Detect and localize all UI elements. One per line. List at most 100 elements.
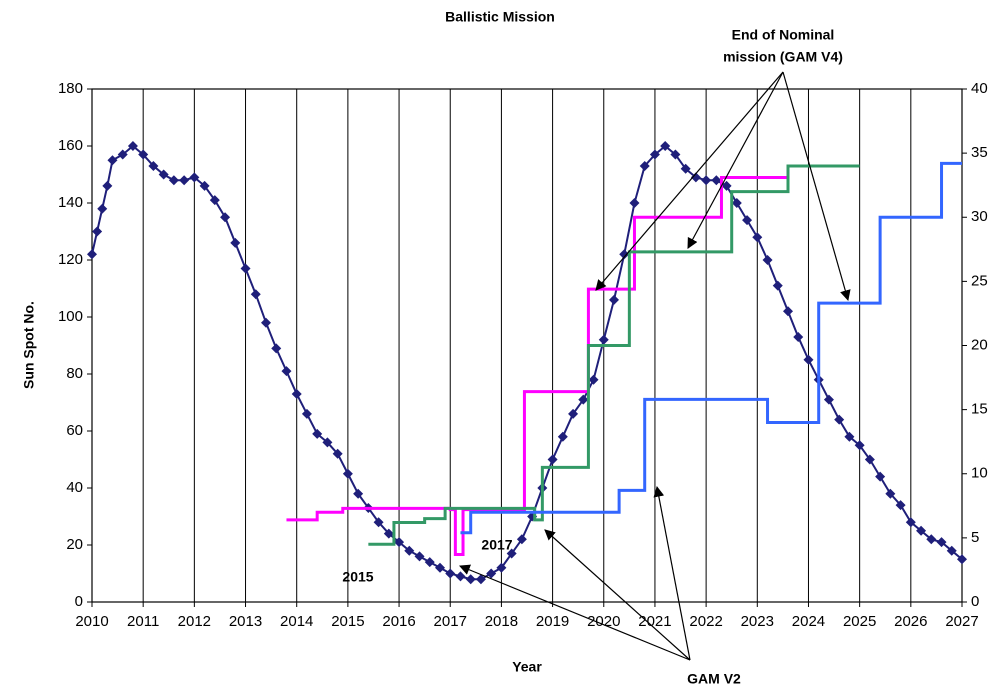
sunspot-marker (102, 180, 113, 191)
sunspot-marker (834, 414, 845, 425)
sunspot-marker (383, 528, 394, 539)
sunspot-marker (250, 289, 261, 300)
sunspot-marker (291, 388, 302, 399)
sunspot-marker (138, 149, 149, 160)
sunspot-marker (864, 454, 875, 465)
x-tick-label: 2021 (638, 613, 671, 630)
sunspot-marker (936, 537, 947, 548)
sunspot-marker (475, 574, 486, 585)
sunspot-marker (424, 557, 435, 568)
y-tick-label: 160 (58, 137, 83, 154)
sunspot-marker (598, 334, 609, 345)
x-tick-label: 2027 (945, 613, 978, 630)
x-tick-label: 2012 (178, 613, 211, 630)
x-tick-label: 2025 (843, 613, 876, 630)
y2-tick-label: 10 (971, 465, 988, 482)
sunspot-marker (854, 440, 865, 451)
x-tick-label: 2016 (382, 613, 415, 630)
sunspot-marker (588, 374, 599, 385)
x-tick-label: 2017 (434, 613, 467, 630)
sunspot-marker (619, 249, 630, 260)
sunspot-marker (148, 160, 159, 171)
sunspot-marker (435, 562, 445, 573)
y-tick-label: 0 (75, 593, 83, 610)
sunspot-marker (629, 198, 640, 208)
y2-tick-label: 25 (971, 272, 988, 289)
x-axis-label: Year (512, 659, 542, 675)
sunspot-marker (895, 500, 906, 511)
sunspot-marker (731, 198, 742, 208)
sunspot-marker (946, 545, 957, 556)
sunspot-marker (301, 408, 312, 419)
sunspot-marker (926, 534, 937, 545)
sunspot-marker (189, 172, 200, 183)
sunspot-marker (711, 175, 722, 186)
sunspot-marker (875, 471, 886, 482)
step-line (368, 164, 860, 546)
x-tick-label: 2015 (331, 613, 364, 630)
sunspot-marker (455, 571, 466, 582)
sunspot-marker (957, 554, 967, 565)
y-tick-label: 20 (66, 536, 83, 553)
y2-tick-label: 35 (971, 144, 988, 161)
sunspot-marker (87, 249, 97, 260)
sunspot-marker (97, 203, 108, 214)
sunspot-marker (670, 149, 681, 160)
sunspot-marker (742, 215, 753, 226)
x-tick-label: 2011 (127, 613, 159, 630)
sunspot-marker (783, 306, 793, 317)
sunspot-marker (179, 175, 190, 186)
y2-tick-label: 40 (971, 80, 988, 97)
y2-tick-label: 30 (971, 208, 988, 225)
y2-tick-label: 0 (971, 593, 979, 610)
sunspot-marker (844, 431, 855, 442)
y2-tick-label: 5 (971, 529, 979, 546)
sunspot-marker (701, 175, 712, 186)
sunspot-marker (404, 545, 415, 556)
arrows (459, 71, 851, 661)
x-tick-label: 2020 (587, 613, 620, 630)
sunspot-marker (486, 568, 497, 579)
sunspot-marker (916, 525, 927, 536)
sunspot-marker (680, 163, 691, 174)
y-tick-label: 60 (66, 422, 83, 439)
sunspot-marker (92, 226, 103, 237)
annotation: GAM V2 (687, 671, 741, 687)
sunspot-marker (772, 280, 783, 291)
sunspot-marker (752, 232, 763, 243)
sunspot-marker (322, 437, 333, 448)
y-tick-label: 40 (66, 479, 83, 496)
sunspot-marker (639, 160, 650, 171)
sunspot-marker (342, 468, 353, 479)
sunspot-marker (568, 408, 579, 419)
x-tick-label: 2014 (280, 613, 313, 630)
sunspot-marker (240, 263, 251, 274)
sunspot-marker (516, 534, 527, 545)
sunspot-marker (394, 537, 405, 548)
sunspot-marker (793, 331, 804, 342)
sunspot-marker (271, 343, 282, 354)
sunspot-marker (199, 180, 210, 191)
y2-tick-label: 20 (971, 336, 988, 353)
sunspot-line (91, 144, 963, 581)
sunspot-marker (690, 172, 701, 183)
step-line (460, 161, 962, 535)
sunspot-marker (506, 548, 517, 559)
annotation: End of Nominal (732, 27, 835, 43)
sunspot-marker (578, 394, 589, 405)
sunspot-marker (823, 394, 834, 405)
plot-area (91, 88, 963, 603)
sunspot-marker (312, 428, 323, 439)
y-tick-label: 140 (58, 194, 83, 211)
sunspot-marker (353, 488, 364, 499)
sunspot-marker (107, 155, 118, 166)
sunspot-marker (557, 431, 568, 442)
sunspot-marker (803, 354, 814, 365)
sunspot-marker (230, 237, 241, 248)
sunspot-marker (332, 448, 343, 459)
y-tick-label: 80 (66, 365, 83, 382)
sunspot-marker (127, 141, 138, 151)
x-tick-label: 2019 (536, 613, 569, 630)
sunspot-marker (465, 574, 476, 585)
